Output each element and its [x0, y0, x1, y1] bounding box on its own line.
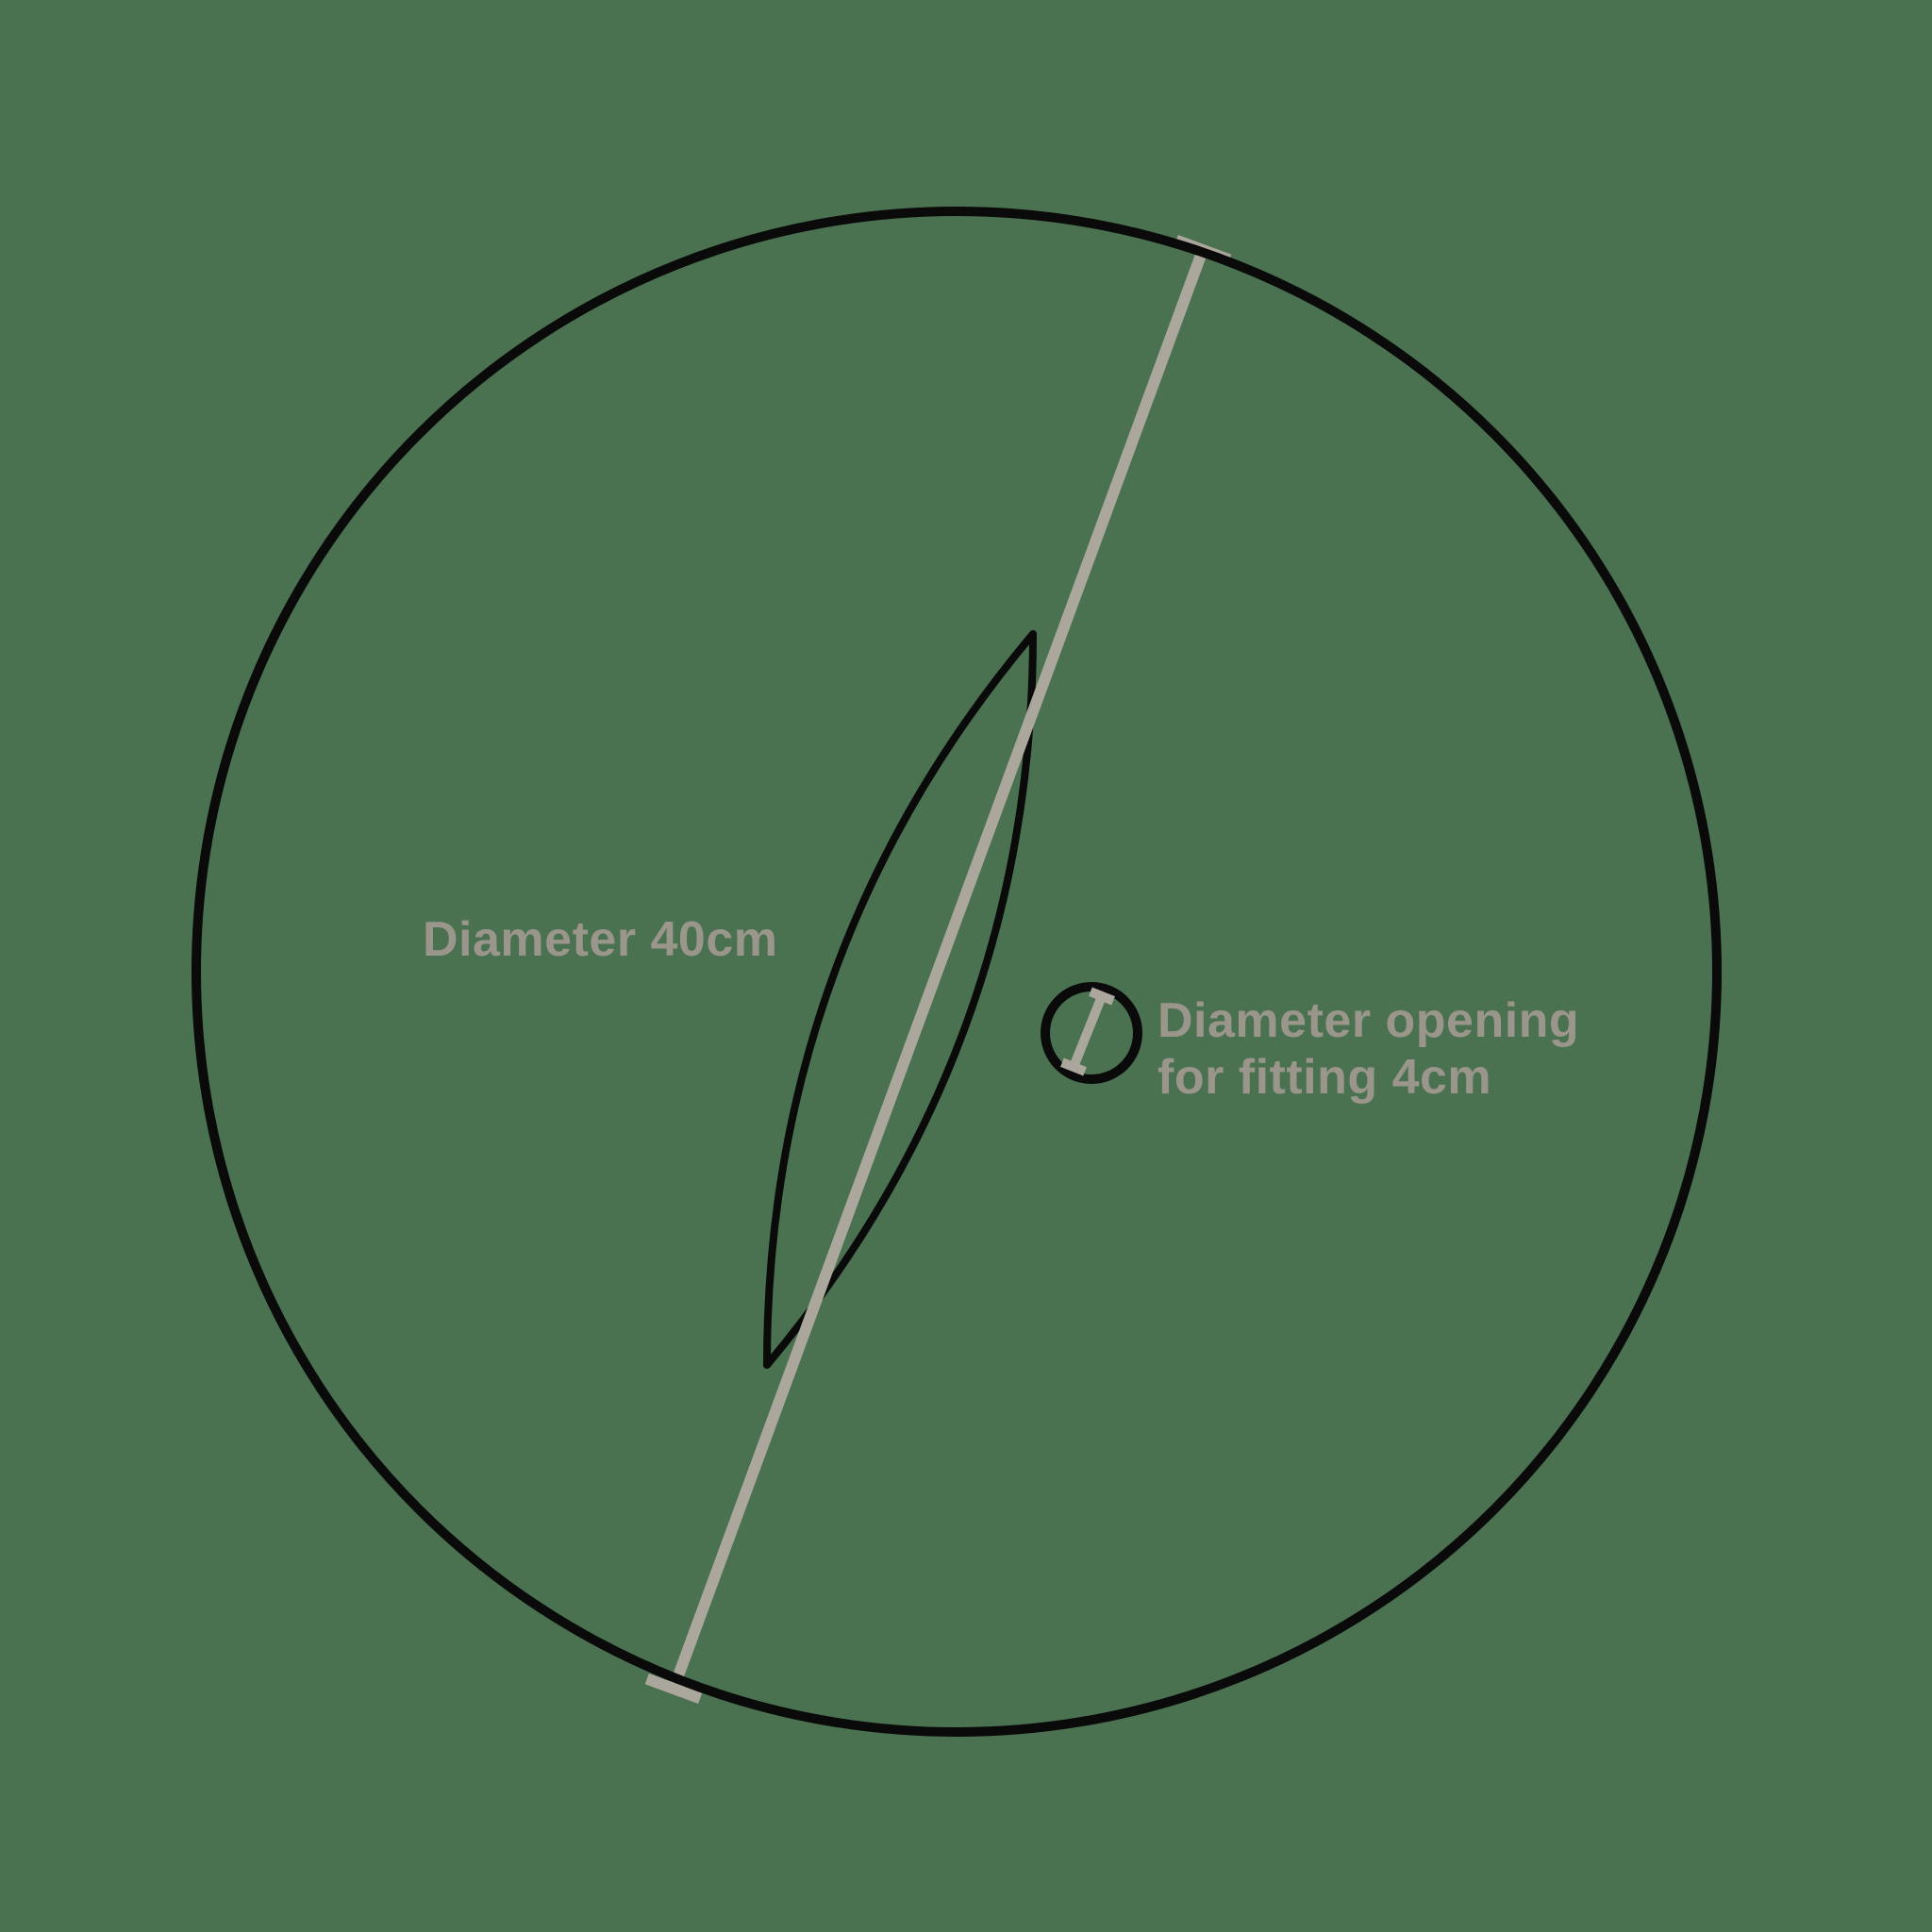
- petal-cutout-outline: [763, 630, 1037, 1369]
- opening-label-line2: for fitting 4cm: [1158, 1050, 1492, 1105]
- fitting-hole-outline: [1041, 982, 1142, 1084]
- opening-label: Diameter opening for fitting 4cm: [1158, 992, 1579, 1106]
- diameter-dimension-line: [644, 234, 1232, 1705]
- diameter-dimension-shaft: [668, 247, 1208, 1691]
- fitting-dimension-cap-top: [1089, 987, 1115, 1006]
- fitting-dimension-cap-bottom: [1060, 1058, 1087, 1076]
- fitting-dimension-shaft: [1069, 994, 1107, 1069]
- diameter-label: Diameter 40cm: [423, 912, 778, 967]
- opening-label-line1: Diameter opening: [1158, 993, 1580, 1048]
- diameter-dimension-cap-bottom: [644, 1673, 703, 1705]
- outer-circle-outline: [192, 207, 1722, 1737]
- fitting-dimension-line: [1060, 987, 1115, 1076]
